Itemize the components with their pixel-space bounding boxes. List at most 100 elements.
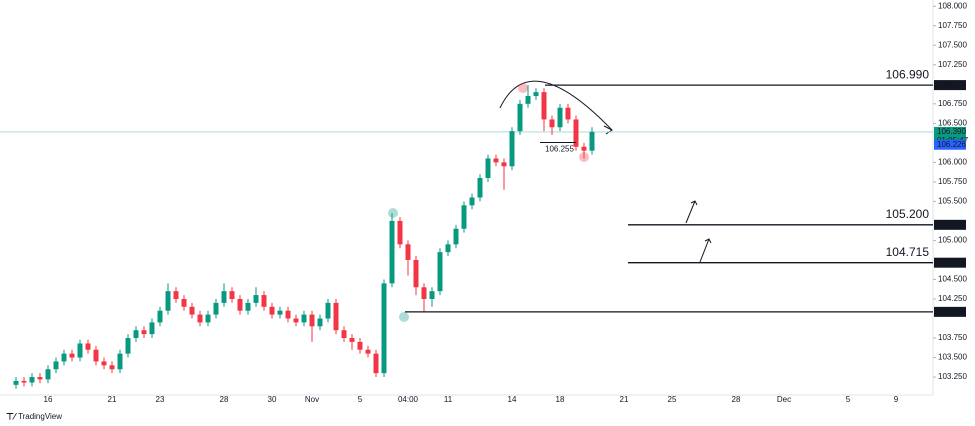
candle-body [557,107,563,128]
candle-body [493,158,499,163]
candle-body [477,177,483,198]
candle-body [325,302,331,319]
candle-body [189,306,195,315]
candle-body [525,96,531,104]
arrow-head [603,125,613,135]
candle-body [533,92,539,97]
x-tick-label: 11 [444,395,453,404]
level-label: 104.715 [886,245,930,259]
y-tick-label: 104.250 [938,294,967,303]
marker-circle [518,83,528,93]
candle-body [485,158,491,178]
candle-body [413,259,419,288]
candle-body [469,197,475,206]
candle-body [157,310,163,323]
candle-body [85,343,91,350]
y-tick-label: 107.750 [938,21,967,30]
candle-body [101,361,107,366]
y-tick-label: 106.750 [938,99,967,108]
x-tick-label: 28 [220,395,229,404]
y-tick-label: 107.500 [938,40,967,49]
candle-body [277,310,283,315]
candle-body [229,291,235,299]
x-tick-label: 5 [846,395,851,404]
candle-body [109,365,115,370]
candle-body [589,131,595,151]
candle-body [269,306,275,315]
x-tick-label: Nov [305,395,319,404]
y-tick-label: 104.500 [938,275,967,284]
x-tick-label: 21 [620,395,629,404]
candle-body [341,330,347,339]
x-tick-label: 30 [268,395,277,404]
arrow-up [685,200,698,224]
candle-body [453,228,459,245]
y-tick-label: 105.500 [938,197,967,206]
level-tag-label: 104.715 [937,258,966,267]
bid-price-label: 106.226 [937,140,966,149]
x-tick-label: 04:00 [398,395,419,404]
candle-body [141,330,147,335]
candle-body [293,318,299,323]
y-tick-label: 103.250 [938,372,967,381]
candle-body [133,330,139,339]
candle-body [333,302,339,331]
y-tick-label: 106.500 [938,118,967,127]
annotation-label: 106.255 [545,145,574,154]
brand: TradingView [18,412,62,421]
bid-price-tag [934,139,966,150]
candle-body [261,295,267,307]
candle-body [565,107,571,120]
candle-body [117,353,123,370]
candle-body [509,131,515,167]
candle-body [205,314,211,323]
brand-logo: ⊤⁄ [6,411,18,421]
y-tick-label: 103.750 [938,333,967,342]
candle-body [309,314,315,327]
candle-body [445,244,451,253]
level-tag [934,257,966,268]
candle-body [21,380,27,383]
candle-body [365,349,371,354]
candle-body [37,377,43,380]
x-tick-label: 9 [894,395,899,404]
candle-body [77,343,83,358]
arrow-up [699,238,712,263]
candle-body [501,162,507,167]
candle-body [125,338,131,354]
level-tag-label: 106.990 [937,80,966,89]
y-tick-label: 103.500 [938,353,967,362]
level-tag [934,306,966,317]
level-tag-label: 104.085 [937,307,966,316]
level-label: 106.990 [886,67,930,81]
candle-body [541,92,547,120]
y-tick-label: 106.000 [938,157,967,166]
x-tick-label: 14 [508,395,517,404]
candle-body [317,318,323,327]
candle-body [517,103,523,132]
candle-body [461,205,467,229]
level-tag [934,219,966,230]
candle-body [149,322,155,335]
candle-body [301,314,307,323]
candle-body [13,380,19,385]
candle-body [429,291,435,299]
candle-body [285,310,291,319]
x-tick-label: 25 [668,395,677,404]
arc-drawing [499,80,613,131]
candle-body [397,220,403,245]
x-tick-label: Dec [777,395,791,404]
x-tick-label: 21 [108,395,117,404]
candle-body [389,220,395,284]
level-tag-label: 105.200 [937,220,966,229]
candle-body [357,341,363,350]
candle-body [165,291,171,311]
candle-body [61,353,67,362]
marker-circle [388,208,398,218]
candle-body [549,119,555,128]
candle-body [237,298,243,311]
candle-body [221,291,227,303]
candle-body [213,302,219,315]
x-tick-label: 18 [556,395,565,404]
